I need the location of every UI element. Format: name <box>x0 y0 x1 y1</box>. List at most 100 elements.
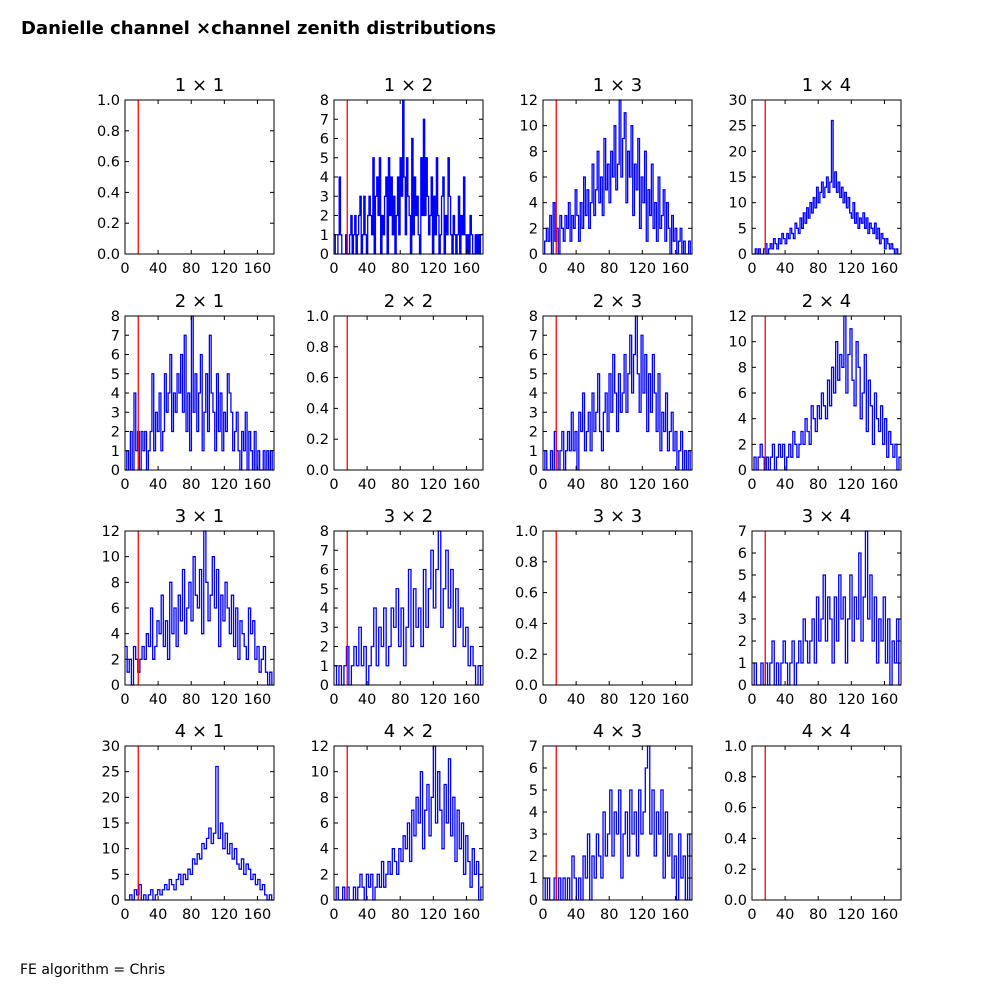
y-tick-label: 2 <box>320 867 329 883</box>
y-tick-label: 1 <box>111 444 120 460</box>
x-tick-label: 120 <box>210 907 238 923</box>
x-tick-label: 80 <box>391 907 409 923</box>
y-tick-label: 0 <box>320 893 329 909</box>
x-tick-label: 40 <box>149 261 167 277</box>
y-tick-label: 2 <box>738 634 747 650</box>
subplot-1-4: 1 × 4 0 40 80 120 160 0 5 10 15 20 25 30 <box>729 75 902 277</box>
histogram-series <box>752 315 901 471</box>
x-tick-label: 0 <box>120 907 129 923</box>
y-tick-label: 10 <box>102 550 120 566</box>
y-tick-label: 10 <box>729 196 747 212</box>
x-tick-label: 120 <box>628 261 656 277</box>
y-tick-label: 1 <box>529 871 538 887</box>
y-tick-label: 3 <box>320 620 329 636</box>
y-tick-label: 0.2 <box>306 432 329 448</box>
x-tick-label: 120 <box>837 692 865 708</box>
y-tick-label: 1 <box>529 444 538 460</box>
y-tick-label: 0 <box>111 463 120 479</box>
x-tick-label: 160 <box>453 477 481 493</box>
x-tick-label: 120 <box>419 477 447 493</box>
y-tick-label: 0 <box>738 678 747 694</box>
figure-title: Danielle channel ×channel zenith distrib… <box>21 18 497 39</box>
y-tick-label: 8 <box>111 575 120 591</box>
subplot-2-1: 2 × 1 0 40 80 120 160 0 1 2 3 4 5 6 7 8 <box>111 291 275 493</box>
x-tick-label: 120 <box>419 692 447 708</box>
y-tick-label: 1 <box>320 659 329 675</box>
y-tick-label: 6 <box>111 601 120 617</box>
subplot-1-2: 1 × 2 0 40 80 120 160 0 1 2 3 4 5 6 7 8 <box>320 75 484 277</box>
y-tick-label: 4 <box>111 627 120 643</box>
x-tick-label: 120 <box>628 907 656 923</box>
y-tick-label: 4 <box>529 805 538 821</box>
x-tick-label: 40 <box>567 477 585 493</box>
x-tick-label: 0 <box>120 261 129 277</box>
y-tick-label: 6 <box>111 348 120 364</box>
y-tick-label: 0.4 <box>724 831 747 847</box>
y-tick-label: 0 <box>738 463 747 479</box>
x-tick-label: 160 <box>453 261 481 277</box>
y-tick-label: 1 <box>738 656 747 672</box>
y-tick-label: 10 <box>729 335 747 351</box>
y-tick-label: 3 <box>529 827 538 843</box>
x-tick-label: 40 <box>149 907 167 923</box>
x-tick-label: 40 <box>149 477 167 493</box>
y-tick-label: 6 <box>320 563 329 579</box>
y-tick-label: 6 <box>738 546 747 562</box>
y-tick-label: 4 <box>320 170 329 186</box>
axes-frame <box>542 530 693 686</box>
y-tick-label: 0.2 <box>724 862 747 878</box>
y-tick-label: 8 <box>111 309 120 325</box>
y-tick-label: 0.8 <box>306 340 329 356</box>
y-tick-label: 7 <box>529 328 538 344</box>
subplot-4-4: 4 × 4 0 40 80 120 160 0.0 0.2 0.4 0.6 0.8 1.0 <box>724 721 902 923</box>
axes-frame <box>751 745 902 901</box>
y-tick-label: 0.8 <box>97 124 120 140</box>
y-tick-label: 3 <box>111 405 120 421</box>
x-tick-label: 0 <box>329 907 338 923</box>
axes-frame <box>333 315 484 471</box>
x-tick-label: 80 <box>809 477 827 493</box>
x-tick-label: 40 <box>358 477 376 493</box>
y-tick-label: 4 <box>320 601 329 617</box>
x-tick-label: 160 <box>453 692 481 708</box>
x-tick-label: 160 <box>662 261 690 277</box>
y-tick-label: 20 <box>729 144 747 160</box>
y-tick-label: 6 <box>529 348 538 364</box>
histogram-series <box>125 315 274 471</box>
y-tick-label: 0.6 <box>515 586 538 602</box>
y-tick-label: 3 <box>529 405 538 421</box>
y-tick-label: 0 <box>111 678 120 694</box>
histogram-series <box>543 745 692 901</box>
y-tick-label: 2 <box>111 652 120 668</box>
histogram-series <box>125 530 274 686</box>
y-tick-label: 0 <box>529 463 538 479</box>
axes-frame <box>124 99 275 255</box>
subplot-3-2: 3 × 2 0 40 80 120 160 0 1 2 3 4 5 6 7 8 <box>320 506 484 708</box>
x-tick-label: 80 <box>182 907 200 923</box>
x-tick-label: 0 <box>747 907 756 923</box>
x-tick-label: 120 <box>210 692 238 708</box>
subplot-title: 4 × 3 <box>593 721 642 742</box>
y-tick-label: 2 <box>320 209 329 225</box>
y-tick-label: 4 <box>529 386 538 402</box>
y-tick-label: 8 <box>320 524 329 540</box>
y-tick-label: 0.6 <box>724 801 747 817</box>
subplot-title: 1 × 2 <box>384 75 433 96</box>
histogram-series <box>752 530 901 686</box>
x-tick-label: 80 <box>182 477 200 493</box>
y-tick-label: 0 <box>529 893 538 909</box>
x-tick-label: 40 <box>776 692 794 708</box>
subplot-title: 1 × 4 <box>802 75 851 96</box>
x-tick-label: 80 <box>809 692 827 708</box>
y-tick-label: 5 <box>738 568 747 584</box>
x-tick-label: 80 <box>600 692 618 708</box>
x-tick-label: 0 <box>538 692 547 708</box>
x-tick-label: 0 <box>747 261 756 277</box>
subplot-3-1: 3 × 1 0 40 80 120 160 0 2 4 6 8 10 12 <box>102 506 275 708</box>
y-tick-label: 0 <box>320 678 329 694</box>
histogram-series <box>125 765 274 901</box>
y-tick-label: 25 <box>102 765 120 781</box>
y-tick-label: 6 <box>738 386 747 402</box>
x-tick-label: 160 <box>244 692 272 708</box>
subplot-4-2: 4 × 2 0 40 80 120 160 0 2 4 6 8 10 12 <box>311 721 484 923</box>
